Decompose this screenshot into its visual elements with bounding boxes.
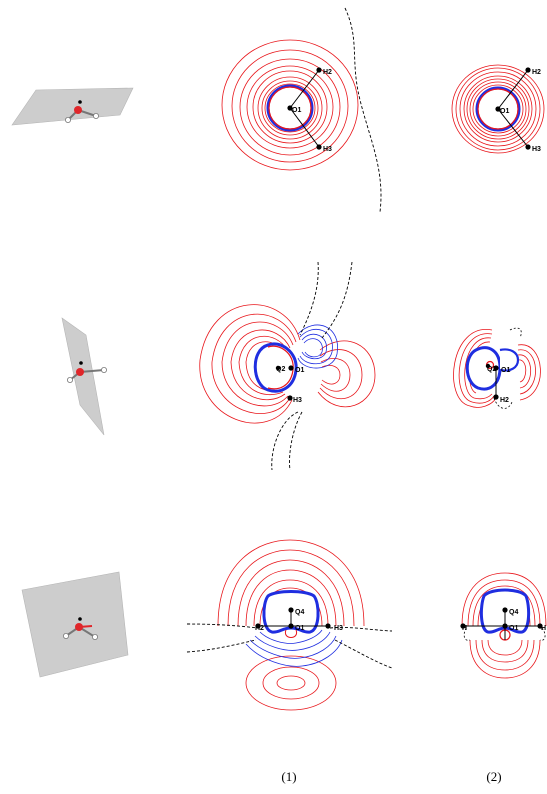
row2-col2-label-q2: Q2 bbox=[487, 366, 496, 373]
row2: Q2 O1 H3 Q2 O1 bbox=[61, 261, 541, 471]
row2-col1-label-o1: O1 bbox=[295, 367, 304, 374]
row3-col2-label-q4: Q4 bbox=[509, 609, 518, 616]
row3-col2-contours: Q4 H O1 H bbox=[460, 572, 547, 679]
column-caption-2: (2) bbox=[486, 769, 501, 784]
row3-col2-label-o1: O1 bbox=[509, 625, 518, 632]
row3: Q4 H2 O1 H3 bbox=[21, 539, 547, 711]
row1-col1-label-h3: H3 bbox=[323, 146, 332, 153]
row2-molecule-plane bbox=[61, 317, 108, 436]
row1: H2 O1 H3 H2 O1 H3 bbox=[11, 7, 545, 213]
row2-col1-contours: Q2 O1 H3 bbox=[199, 261, 376, 471]
column-caption-1: (1) bbox=[281, 769, 296, 784]
row1-col1-label-o1: O1 bbox=[292, 107, 301, 114]
row3-col1-label-h3: H3 bbox=[334, 625, 343, 632]
row3-col1-label-h2: H2 bbox=[255, 625, 264, 632]
row1-col1-contours: H2 O1 H3 bbox=[221, 7, 382, 213]
row2-col2-label-h2: H2 bbox=[500, 397, 509, 404]
row3-col2-label-h-left: H bbox=[462, 625, 467, 632]
row1-col2-label-h2: H2 bbox=[532, 69, 541, 76]
row1-col1-label-h2: H2 bbox=[323, 69, 332, 76]
row3-col1-label-q4: Q4 bbox=[295, 609, 304, 616]
row3-col2-label-h-right: H bbox=[541, 625, 546, 632]
row2-col2-label-o1: O1 bbox=[501, 367, 510, 374]
row3-col1-label-o1: O1 bbox=[295, 625, 304, 632]
row3-molecule-plane bbox=[21, 571, 129, 678]
row2-col2-contours: Q2 O1 H2 bbox=[453, 327, 541, 409]
row2-col1-label-h3: H3 bbox=[293, 397, 302, 404]
row1-col2-label-h3: H3 bbox=[532, 146, 541, 153]
row3-col1-contours: Q4 H2 O1 H3 bbox=[186, 539, 393, 711]
row1-molecule-plane bbox=[11, 87, 134, 126]
row1-col2-label-o1: O1 bbox=[500, 108, 509, 115]
row1-col2-contours: H2 O1 H3 bbox=[451, 64, 545, 154]
row2-col1-label-q2: Q2 bbox=[276, 366, 285, 373]
